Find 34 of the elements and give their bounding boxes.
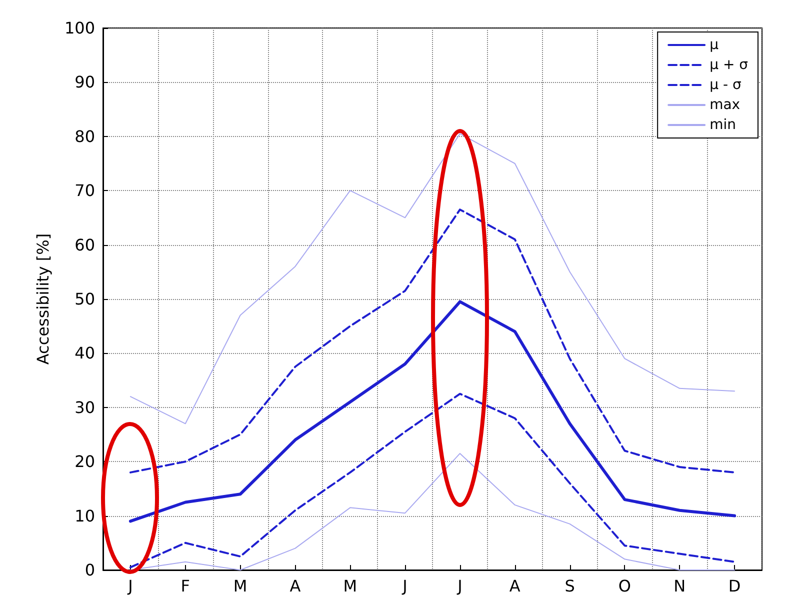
x-tick-label: A <box>509 576 520 596</box>
y-tick-label: 60 <box>74 235 95 254</box>
x-tick-label: A <box>290 576 301 596</box>
y-axis-title: Accessibility [%] <box>34 233 52 365</box>
line-series <box>129 392 736 568</box>
legend-label: μ + σ <box>710 57 748 73</box>
x-tick-label: J <box>456 576 462 596</box>
line-series <box>129 208 736 474</box>
x-tick-label: J <box>127 576 133 596</box>
y-tick-label: 100 <box>64 18 95 38</box>
line-series <box>130 133 736 424</box>
x-tick-label: J <box>402 576 408 596</box>
y-tick-label: 70 <box>74 181 95 200</box>
x-tick-label: D <box>728 576 741 596</box>
x-tick-label: S <box>564 576 575 596</box>
y-tick-label: 30 <box>74 398 95 417</box>
y-tick-label: 0 <box>84 560 95 580</box>
x-tick-label: O <box>618 576 632 596</box>
legend-label: min <box>710 117 736 133</box>
y-tick-label: 50 <box>74 290 95 308</box>
legend-label: μ - σ <box>710 77 742 93</box>
legend-label: max <box>710 97 740 113</box>
y-tick-label: 20 <box>74 452 95 472</box>
y-tick-label: 10 <box>74 506 95 526</box>
x-tick-label: F <box>180 576 190 596</box>
line-series <box>128 300 736 523</box>
legend-label: μ <box>710 37 719 53</box>
y-tick-label: 80 <box>74 126 95 146</box>
line-series <box>130 452 736 570</box>
x-tick-label: M <box>343 576 358 596</box>
y-tick-label: 90 <box>74 72 95 92</box>
x-tick-label: M <box>233 576 248 596</box>
x-tick-label: N <box>674 576 686 596</box>
y-tick-label: 40 <box>74 344 95 363</box>
